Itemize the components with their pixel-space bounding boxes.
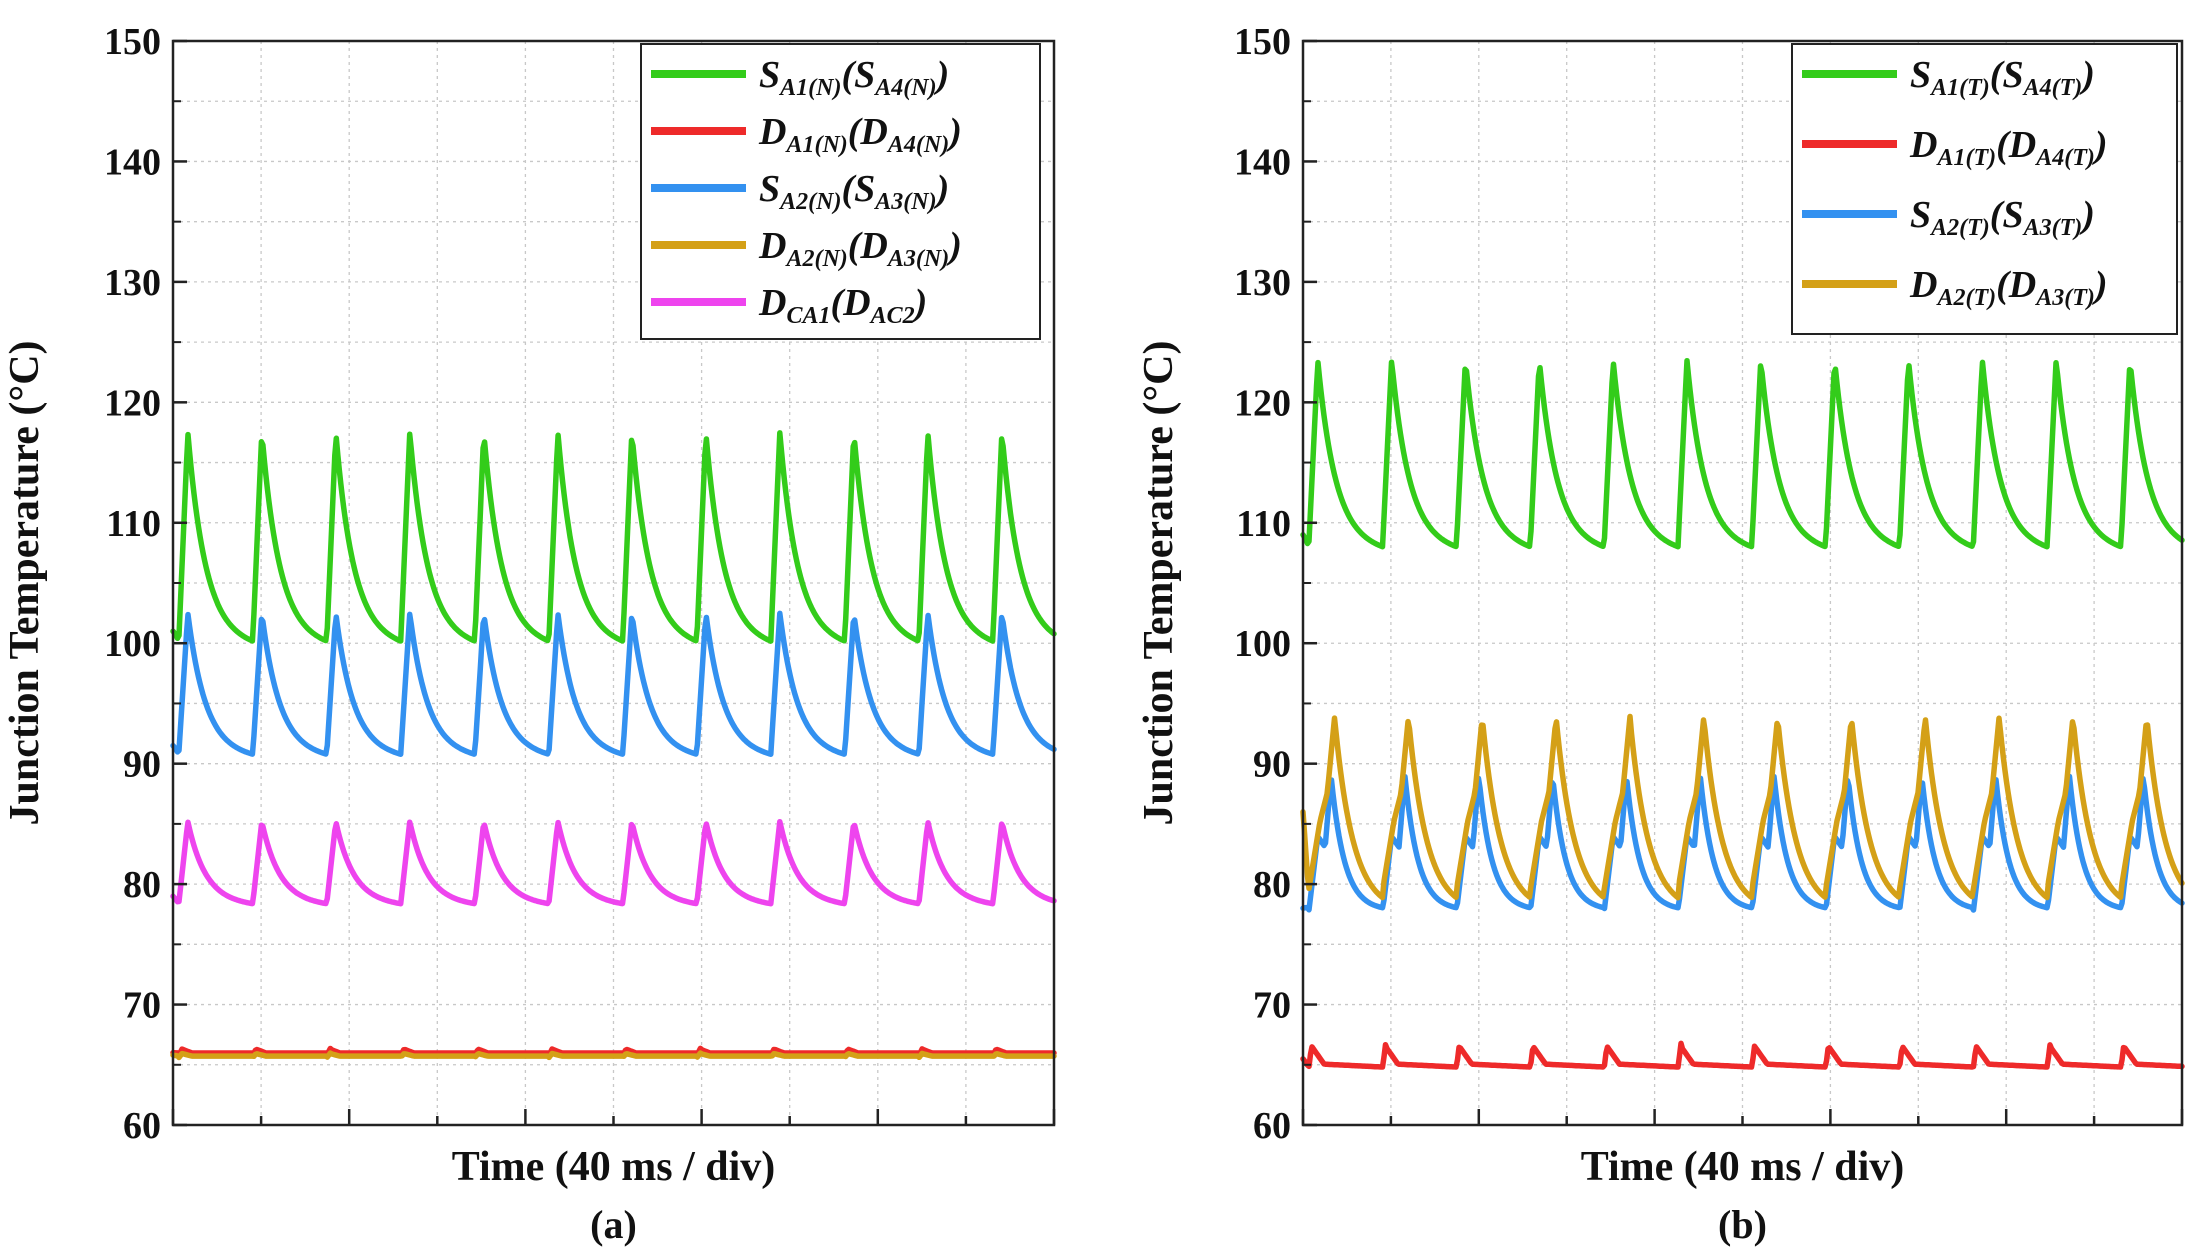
series-line — [1300, 713, 2185, 901]
y-tick-label: 70 — [1253, 985, 1291, 1027]
x-axis — [171, 1109, 1056, 1125]
series-line — [170, 610, 1057, 757]
legend: SA1(N)(SA4(N)) DA1(N)(DA4(N)) SA2(N)(SA3(N… — [640, 43, 1041, 340]
y-tick-label: 140 — [1234, 141, 1291, 183]
series-line — [1300, 357, 2185, 550]
series-line — [170, 818, 1057, 907]
y-tick-label: 150 — [104, 21, 161, 63]
y-tick-label: 60 — [1253, 1105, 1291, 1147]
series-group — [170, 430, 1057, 1061]
legend-entry: DA2(T)(DA3(T)) — [1909, 264, 2108, 311]
legend-entry: DA1(N)(DA4(N)) — [758, 111, 962, 158]
panel-label: (a) — [590, 1202, 637, 1247]
series-line — [170, 430, 1057, 644]
y-tick-label: 80 — [123, 864, 161, 906]
legend-entry: SA2(T)(SA3(T)) — [1910, 194, 2095, 241]
panel-label: (b) — [1718, 1202, 1767, 1247]
grid — [173, 41, 1054, 1125]
y-tick-label: 100 — [104, 623, 161, 665]
y-tick-label: 90 — [123, 744, 161, 786]
legend-entry: SA1(T)(SA4(T)) — [1910, 54, 2095, 101]
series-group — [1300, 357, 2185, 1070]
legend-entry: DA1(T)(DA4(T)) — [1909, 124, 2108, 171]
series-line — [170, 1045, 1057, 1058]
y-tick-label: 130 — [1234, 262, 1291, 304]
y-tick-label: 60 — [123, 1105, 161, 1147]
legend-entry: SA1(N)(SA4(N)) — [759, 54, 949, 101]
x-axis — [1301, 1109, 2184, 1125]
grid — [1303, 41, 2182, 1125]
y-axis: 60 70 80 90 100 110 120 130 140 150 — [1234, 21, 1317, 1147]
legend-entry: SA2(N)(SA3(N)) — [759, 168, 949, 215]
legend-entry: DCA1(DAC2) — [758, 282, 927, 329]
series-line — [1300, 1040, 2185, 1070]
y-tick-label: 100 — [1234, 623, 1291, 665]
y-axis: 60 70 80 90 100 110 120 130 140 150 — [104, 21, 187, 1147]
y-tick-label: 140 — [104, 141, 161, 183]
y-tick-label: 90 — [1253, 744, 1291, 786]
y-tick-label: 150 — [1234, 21, 1291, 63]
legend: SA1(T)(SA4(T)) DA1(T)(DA4(T)) SA2(T)(SA3(T… — [1791, 43, 2178, 335]
series-line — [170, 1050, 1057, 1061]
y-axis-title: Junction Temperature (°C) — [2, 340, 48, 825]
chart-panel-b: 60 70 80 90 100 110 120 130 140 150 Time (40 ms / … — [1136, 21, 2185, 1247]
y-tick-label: 70 — [123, 985, 161, 1027]
legend-entry: DA2(N)(DA3(N)) — [758, 225, 962, 272]
y-tick-label: 120 — [1234, 382, 1291, 424]
y-tick-label: 110 — [106, 503, 161, 545]
y-tick-label: 120 — [104, 382, 161, 424]
y-tick-label: 130 — [104, 262, 161, 304]
series-line — [1300, 773, 2185, 913]
y-axis-title: Junction Temperature (°C) — [1136, 340, 1182, 825]
x-axis-title: Time (40 ms / div) — [1581, 1144, 1905, 1190]
y-tick-label: 110 — [1236, 503, 1291, 545]
chart-panel-a: 60 70 80 90 100 110 120 130 140 150 Time (40 ms / … — [2, 21, 1057, 1247]
x-axis-title: Time (40 ms / div) — [452, 1144, 776, 1190]
y-tick-label: 80 — [1253, 864, 1291, 906]
